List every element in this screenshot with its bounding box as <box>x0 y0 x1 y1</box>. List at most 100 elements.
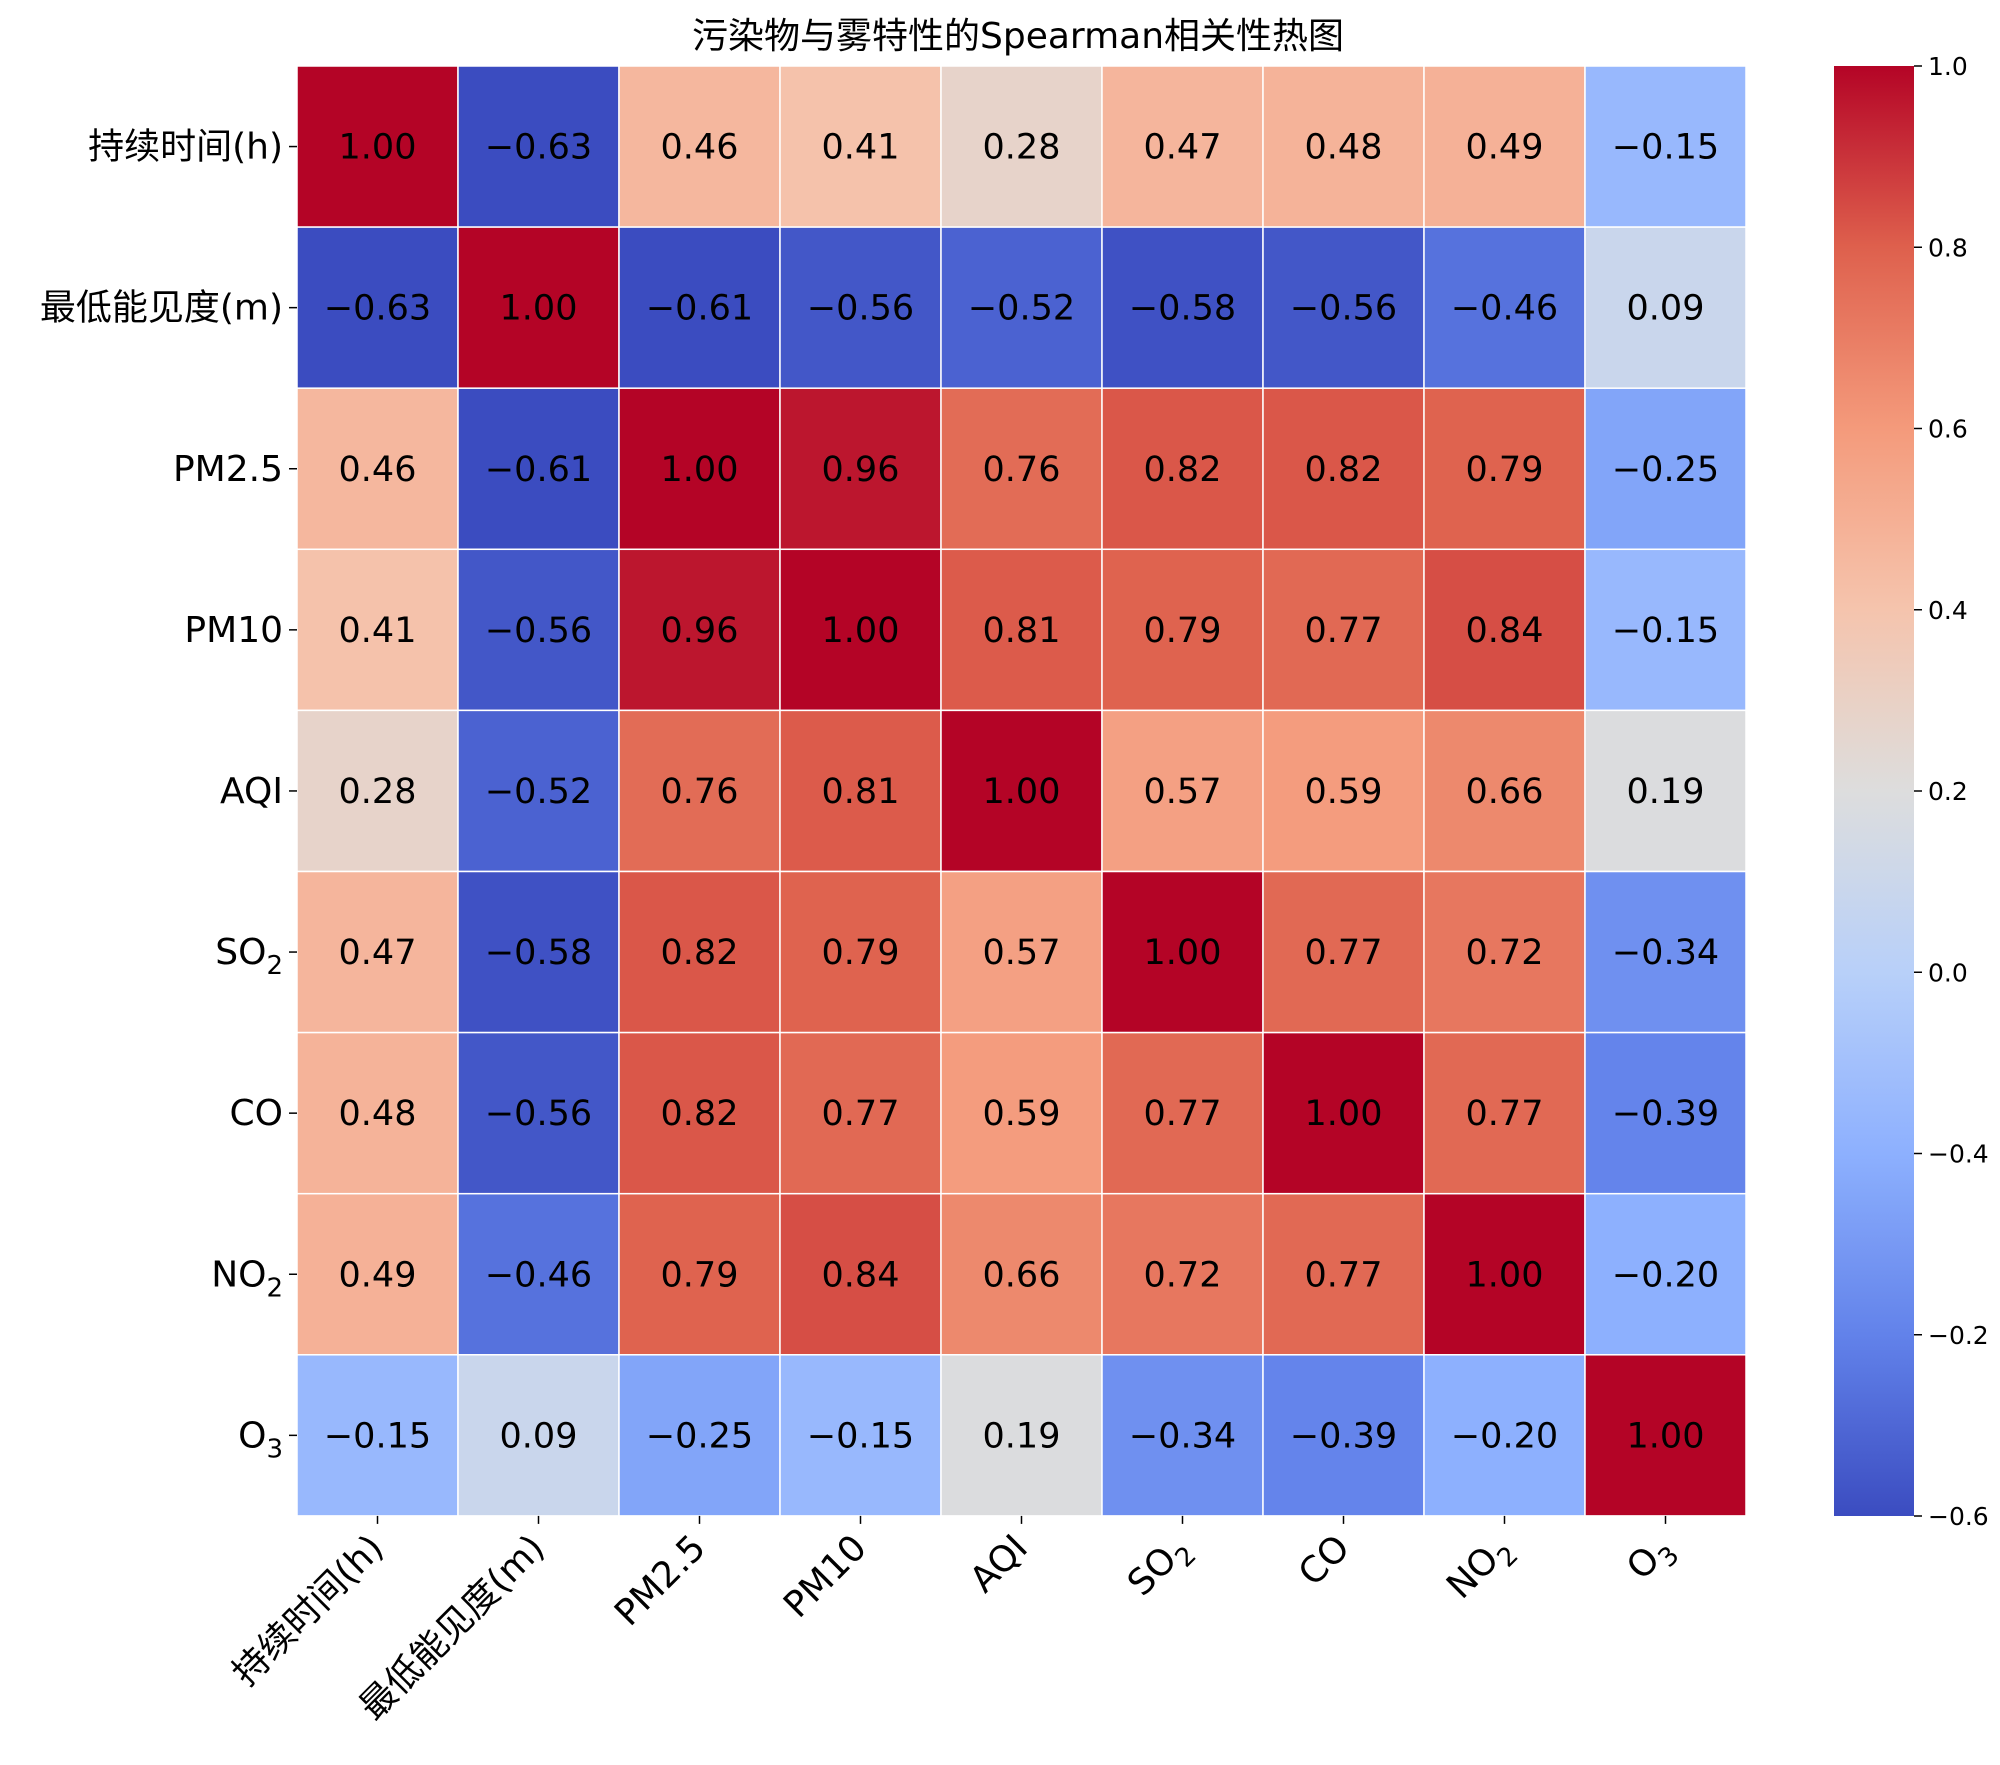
cell-value-label: −0.39 <box>1612 1094 1719 1134</box>
heatmap-cell <box>296 548 459 712</box>
cell-value-label: 0.57 <box>1144 772 1222 812</box>
cell-value-label: −0.58 <box>1129 289 1236 329</box>
cell-value-label: 0.82 <box>661 933 739 973</box>
heatmap-cell <box>779 1354 942 1517</box>
cell-value-label: 0.79 <box>1144 611 1222 651</box>
heatmap-cell <box>296 1031 459 1195</box>
heatmap-cell <box>1584 870 1747 1034</box>
heatmap-cell <box>779 65 942 228</box>
heatmap-cell <box>457 709 620 873</box>
cell-value-label: 1.00 <box>500 289 578 329</box>
cell-value-label: −0.15 <box>807 1416 914 1456</box>
cell-value-label: 0.49 <box>339 1255 417 1295</box>
column-label: NO2 <box>1439 1527 1524 1612</box>
cell-value-label: 0.76 <box>983 450 1061 490</box>
heatmap-cell <box>296 1192 459 1356</box>
cell-value-label: 0.77 <box>1144 1094 1222 1134</box>
cell-value-label: 0.28 <box>339 772 417 812</box>
cell-value-label: 0.66 <box>983 1255 1061 1295</box>
heatmap-cell <box>1423 1031 1586 1195</box>
row-label-text: CO <box>230 1093 283 1134</box>
cell-value-label: −0.15 <box>1612 611 1719 651</box>
heatmap-cell <box>1423 870 1586 1034</box>
cell-value-label: 0.48 <box>339 1094 417 1134</box>
heatmap-cell <box>618 870 781 1034</box>
row-label: O3 <box>238 1415 283 1464</box>
row-label: PM2.5 <box>173 449 283 490</box>
cell-value-label: 1.00 <box>339 128 417 168</box>
cell-value-label: 0.09 <box>500 1416 578 1456</box>
heatmap-cell <box>940 226 1103 389</box>
row-label-text: PM2.5 <box>173 449 283 490</box>
heatmap-cell <box>1423 226 1586 389</box>
heatmap-cell <box>1262 1031 1425 1195</box>
cell-value-label: 0.72 <box>1466 933 1544 973</box>
cell-value-label: 0.84 <box>822 1255 900 1295</box>
row-label: NO2 <box>211 1254 283 1303</box>
cell-value-label: −0.61 <box>646 289 753 329</box>
cell-value-label: −0.56 <box>485 611 592 651</box>
cell-value-label: 0.82 <box>661 1094 739 1134</box>
cell-value-label: 0.09 <box>1627 289 1705 329</box>
cell-value-label: 0.47 <box>1144 128 1222 168</box>
heatmap-cell <box>1584 1354 1747 1517</box>
cell-value-label: −0.52 <box>968 289 1075 329</box>
cell-value-label: 0.19 <box>1627 772 1705 812</box>
cell-value-label: −0.25 <box>646 1416 753 1456</box>
heatmap-cell <box>457 387 620 551</box>
heatmap-cell <box>457 1354 620 1517</box>
cell-value-label: −0.52 <box>485 772 592 812</box>
heatmap-cell <box>940 870 1103 1034</box>
heatmap-cell <box>1101 709 1264 873</box>
column-label: SO2 <box>1120 1527 1203 1610</box>
colorbar-tick-label: 0.8 <box>1928 233 1968 262</box>
cell-value-label: −0.20 <box>1451 1416 1558 1456</box>
heatmap-cell <box>618 1031 781 1195</box>
heatmap-cell <box>296 387 459 551</box>
heatmap-cell <box>1262 1354 1425 1517</box>
cell-value-label: 0.79 <box>1466 450 1544 490</box>
cell-value-label: 0.81 <box>822 772 900 812</box>
cell-value-label: 1.00 <box>822 611 900 651</box>
row-label: 最低能见度(m) <box>40 288 283 329</box>
heatmap-cell <box>457 548 620 712</box>
cell-value-label: 0.46 <box>339 450 417 490</box>
column-label: O3 <box>1619 1527 1685 1593</box>
heatmap-cell <box>457 870 620 1034</box>
colorbar-tick-label: −0.4 <box>1928 1140 1989 1169</box>
cell-value-label: 0.49 <box>1466 128 1544 168</box>
cell-value-label: 0.77 <box>1305 1255 1383 1295</box>
cell-value-label: 1.00 <box>1466 1255 1544 1295</box>
cell-value-label: 0.57 <box>983 933 1061 973</box>
heatmap-cell <box>618 226 781 389</box>
heatmap-cell <box>1584 387 1747 551</box>
heatmap-cell <box>940 387 1103 551</box>
row-label-subscript: 2 <box>266 951 283 981</box>
heatmap-cell <box>779 709 942 873</box>
row-label-text: PM10 <box>184 610 283 651</box>
column-label-text: PM10 <box>776 1527 875 1626</box>
heatmap-cell <box>618 1192 781 1356</box>
cell-value-label: 0.72 <box>1144 1255 1222 1295</box>
cell-value-label: −0.56 <box>1290 289 1397 329</box>
cell-value-label: 1.00 <box>661 450 739 490</box>
colorbar-tick-label: −0.2 <box>1928 1321 1989 1350</box>
heatmap-cell <box>1262 1192 1425 1356</box>
cell-value-label: 0.79 <box>822 933 900 973</box>
heatmap-cell <box>457 1031 620 1195</box>
column-label-text: 持续时间(h) <box>225 1527 392 1694</box>
colorbar-tick-label: 0.0 <box>1928 958 1968 987</box>
cell-value-label: 0.46 <box>661 128 739 168</box>
cell-value-label: −0.15 <box>1612 128 1719 168</box>
heatmap-cell <box>296 226 459 389</box>
heatmap-cell <box>1584 548 1747 712</box>
row-label: AQI <box>220 771 283 812</box>
colorbar-tick-label: 0.2 <box>1928 777 1968 806</box>
heatmap-cell <box>940 1354 1103 1517</box>
cell-value-label: 0.76 <box>661 772 739 812</box>
heatmap-cell <box>779 870 942 1034</box>
row-label: CO <box>230 1093 283 1134</box>
cell-value-label: −0.61 <box>485 450 592 490</box>
